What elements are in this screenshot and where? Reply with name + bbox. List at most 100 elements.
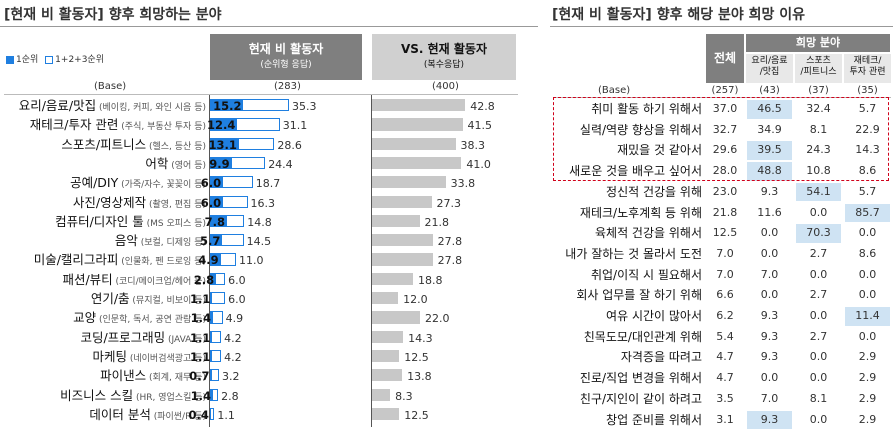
table-cell: 21.8 bbox=[712, 205, 738, 219]
table-cell: 8.6 bbox=[858, 246, 877, 260]
bar-vs-active-value: 21.8 bbox=[424, 215, 450, 229]
bar-rank1 bbox=[210, 234, 223, 247]
bar-rank1-value: 1.1 bbox=[190, 292, 211, 306]
bar-vs-active bbox=[372, 349, 400, 363]
bar-vs-active bbox=[372, 195, 432, 208]
bar-rank123-value: 16.3 bbox=[250, 196, 276, 210]
reason-label: 진로/직업 변경을 위해서 bbox=[579, 371, 702, 386]
reason-label: 취미 활동 하기 위해서 bbox=[591, 102, 702, 116]
column-head: 재테크/투자 관련 bbox=[844, 54, 891, 83]
bar-rank1 bbox=[210, 407, 211, 421]
table-cell: 2.7 bbox=[809, 329, 828, 343]
column-head-line: 투자 관련 bbox=[849, 67, 886, 77]
category-label: 데이터 분석 (파이썬/R 등) bbox=[0, 405, 206, 424]
bar-vs-active bbox=[372, 388, 391, 401]
category-label: 사진/영상제작 (촬영, 편집 등) bbox=[0, 193, 206, 212]
table-cell: 24.3 bbox=[806, 143, 831, 157]
table-cell: 8.1 bbox=[809, 122, 828, 136]
category-name: 공예/DIY bbox=[70, 175, 119, 191]
right-chart-title: [현재 비 활동자] 향후 해당 분야 희망 이유 bbox=[552, 7, 805, 23]
bar-rank1 bbox=[210, 330, 213, 343]
table-cell: 3.1 bbox=[716, 412, 734, 426]
bar-rank1-value: 0.4 bbox=[188, 407, 209, 422]
bar-rank1 bbox=[210, 253, 221, 266]
legend-rank1-label: 1순위 bbox=[16, 55, 39, 65]
table-cell: 0.0 bbox=[809, 412, 828, 426]
category-name: 코딩/프로그래밍 bbox=[80, 329, 166, 345]
table-cell: 0.0 bbox=[809, 371, 828, 385]
bar-rank123-value: 3.2 bbox=[221, 370, 240, 384]
table-cell: 34.9 bbox=[757, 122, 782, 136]
category-label: 공예/DIY (가죽/자수, 꽃꽂이 등) bbox=[0, 173, 206, 192]
reason-label: 친목도모/대인관계 위해 bbox=[583, 329, 702, 344]
table-cell: 0.0 bbox=[809, 309, 828, 322]
bar-vs-active bbox=[372, 253, 433, 266]
table-cell: 9.3 bbox=[760, 184, 779, 198]
table-cell: 10.8 bbox=[806, 164, 831, 178]
bar-vs-active-value: 18.8 bbox=[417, 273, 443, 287]
table-cell: 7.0 bbox=[716, 267, 734, 281]
bar-vs-active-value: 12.5 bbox=[404, 408, 429, 422]
reason-label: 친구/지인이 같이 하려고 bbox=[579, 391, 702, 406]
bar-rank1-value: 1.1 bbox=[190, 349, 211, 364]
bar-rank123-value: 14.8 bbox=[247, 215, 272, 229]
right-title-divider bbox=[550, 26, 893, 27]
bar-rank1 bbox=[210, 118, 237, 131]
bar-rank123-value: 35.3 bbox=[291, 100, 317, 113]
table-cell: 9.3 bbox=[760, 350, 779, 364]
table-cell: 85.7 bbox=[845, 203, 890, 223]
bar-rank123-value: 6.0 bbox=[228, 293, 246, 306]
table-cell: 2.9 bbox=[858, 371, 877, 385]
col1-header: 현재 비 활동자 (순위형 응답) bbox=[210, 34, 362, 80]
table-cell: 0.0 bbox=[809, 205, 828, 219]
table-cell: 8.6 bbox=[858, 164, 877, 178]
category-note: (영어 등) bbox=[168, 160, 206, 171]
table-cell: 2.7 bbox=[809, 288, 828, 302]
table-cell: 29.6 bbox=[712, 143, 738, 157]
table-cell: 14.3 bbox=[855, 143, 880, 157]
bar-rank1 bbox=[210, 214, 227, 228]
table-cell: 22.9 bbox=[855, 122, 880, 136]
category-label: 컴퓨터/디자인 툴 (MS 오피스 등) bbox=[0, 212, 206, 231]
table-cell: 9.3 bbox=[760, 309, 779, 322]
reason-label: 창업 준비를 위해서 bbox=[606, 412, 702, 427]
category-note: (인문학, 독서, 공연 관람 등) bbox=[96, 315, 206, 326]
total-col-header: 전체 bbox=[706, 34, 744, 83]
category-label: 스포츠/피트니스 (헬스, 등산 등) bbox=[0, 135, 206, 154]
table-cell: 9.3 bbox=[760, 329, 779, 343]
category-name: 사진/영상제작 bbox=[72, 194, 147, 210]
bar-vs-active-value: 14.3 bbox=[408, 331, 433, 345]
category-name: 음악 bbox=[114, 233, 138, 249]
table-cell: 37.0 bbox=[712, 102, 738, 115]
bar-rank1 bbox=[210, 156, 232, 170]
bar-rank123-value: 4.2 bbox=[224, 331, 242, 345]
reason-label: 취업/이직 시 필요해서 bbox=[590, 267, 702, 282]
table-cell: 0.0 bbox=[760, 246, 779, 260]
reason-label: 내가 잘하는 것 몰라서 도전 bbox=[565, 246, 702, 261]
bar-rank1-value: 4.9 bbox=[198, 253, 219, 268]
bar-rank1 bbox=[210, 349, 213, 363]
table-cell: 2.9 bbox=[858, 391, 877, 405]
table-cell: 0.0 bbox=[858, 288, 877, 302]
table-cell: 7.0 bbox=[760, 391, 779, 405]
bar-vs-active-value: 22.0 bbox=[424, 312, 450, 326]
table-cell: 0.0 bbox=[809, 350, 828, 364]
col2-subtitle: (복수응답) bbox=[423, 60, 465, 70]
reason-label: 재밌을 것 같아서 bbox=[617, 143, 702, 158]
table-cell: 2.7 bbox=[809, 246, 828, 260]
table-cell: 4.7 bbox=[716, 371, 734, 385]
column-head: 스포츠/피트니스 bbox=[795, 54, 842, 83]
left-base-divider bbox=[4, 94, 518, 95]
category-note: (보컬, 디제잉 등) bbox=[137, 238, 206, 249]
table-cell: 6.6 bbox=[716, 288, 734, 302]
category-note: (가죽/자수, 꽃꽂이 등) bbox=[118, 180, 206, 191]
bar-vs-active bbox=[372, 407, 400, 421]
table-cell: 4.7 bbox=[716, 350, 734, 364]
category-note: (MS 오피스 등) bbox=[143, 218, 206, 229]
bar-rank1-value: 5.7 bbox=[200, 234, 221, 249]
bar-rank1-value: 1.4 bbox=[190, 311, 212, 326]
table-cell: 3.5 bbox=[716, 391, 734, 405]
left-title-divider bbox=[0, 26, 538, 27]
bar-rank1-value: 9.9 bbox=[209, 156, 230, 171]
bar-vs-active-value: 33.8 bbox=[450, 177, 476, 191]
